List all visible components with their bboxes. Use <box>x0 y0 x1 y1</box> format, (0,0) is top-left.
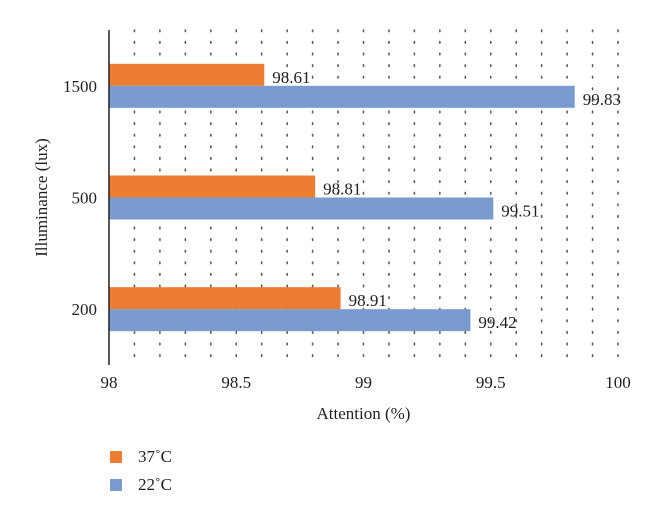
y-tick-label: 200 <box>72 300 98 319</box>
bars <box>109 63 575 332</box>
y-axis-title: Illuminance (lux) <box>32 138 51 257</box>
legend-swatch-37c <box>110 451 122 463</box>
x-tick-labels: 98 98.5 99 99.5 100 <box>101 373 631 392</box>
bar-200-series-1 <box>109 309 471 332</box>
data-label-500-series-0: 98.81 <box>323 180 361 199</box>
y-tick-labels: 200 500 1500 <box>63 77 97 319</box>
legend-item-22c: 22˚C <box>110 474 172 496</box>
y-tick-label: 500 <box>72 189 98 208</box>
bar-1500-series-0 <box>109 63 265 86</box>
x-tick-label: 99 <box>355 373 372 392</box>
x-tick-label: 100 <box>605 373 631 392</box>
data-label-200-series-1: 99.42 <box>478 313 516 332</box>
legend-swatch-22c <box>110 479 122 491</box>
data-labels: 98.91 99.42 98.81 99.51 98.61 99.83 <box>272 68 621 332</box>
chart: 98.91 99.42 98.81 99.51 98.61 99.83 200 500 150… <box>32 29 631 423</box>
legend-label-22c: 22˚C <box>138 475 172 494</box>
data-label-1500-series-0: 98.61 <box>272 68 310 87</box>
data-label-200-series-0: 98.91 <box>349 291 387 310</box>
legend: 37˚C 22˚C <box>110 446 172 502</box>
y-tick-label: 1500 <box>63 77 97 96</box>
x-tick-label: 98 <box>101 373 118 392</box>
data-label-1500-series-1: 99.83 <box>583 90 621 109</box>
bar-500-series-1 <box>109 197 494 220</box>
data-label-500-series-1: 99.51 <box>501 202 539 221</box>
x-axis-title: Attention (%) <box>317 404 411 423</box>
bar-200-series-0 <box>109 287 341 310</box>
legend-label-37c: 37˚C <box>138 447 172 466</box>
legend-item-37c: 37˚C <box>110 446 172 468</box>
x-tick-label: 98.5 <box>221 373 251 392</box>
x-tick-label: 99.5 <box>476 373 506 392</box>
bar-1500-series-1 <box>109 85 575 108</box>
bar-500-series-0 <box>109 175 316 198</box>
